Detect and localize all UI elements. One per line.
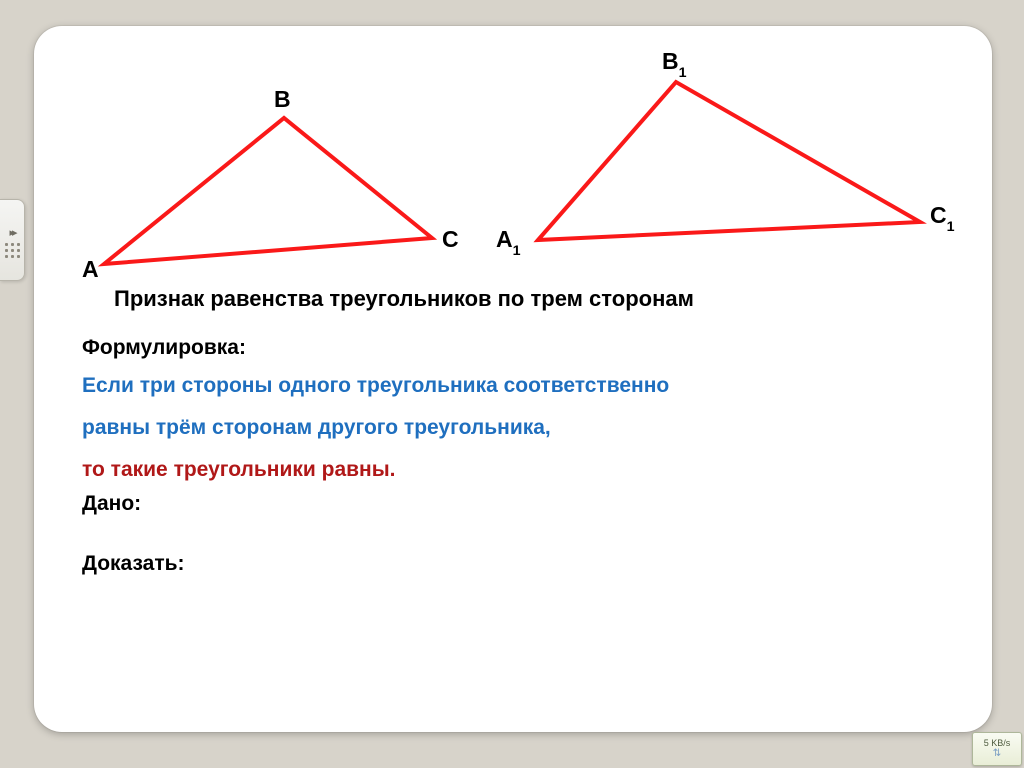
condition-line-2: равны трём сторонам другого треугольника… <box>82 416 551 440</box>
network-rate-widget[interactable]: 5 KB/s ⇅ <box>972 732 1022 766</box>
chevron-right-icon: ▸▸ <box>9 228 14 239</box>
grip-icon <box>5 243 20 258</box>
given-label: Дано: <box>82 492 141 516</box>
prove-label: Доказать: <box>82 552 185 576</box>
theorem-title: Признак равенства треугольников по трем … <box>114 286 934 312</box>
vertex-label-A: A <box>82 256 99 283</box>
conclusion-line: то такие треугольники равны. <box>82 458 396 482</box>
vertex-label-A1: A1 <box>496 226 521 257</box>
vertex-label-B: B <box>274 86 291 113</box>
formulation-label: Формулировка: <box>82 336 246 360</box>
triangles-diagram <box>34 26 992 306</box>
vertex-label-C: C <box>442 226 459 253</box>
desktop: A B C A1 B1 C1 Признак равенства треугольнико… <box>0 0 1024 768</box>
network-rate-value: 5 KB/s <box>984 739 1011 749</box>
expand-panel-tab[interactable]: ▸▸ <box>0 199 25 281</box>
slide-card: A B C A1 B1 C1 Признак равенства треугольнико… <box>34 26 992 732</box>
condition-line-1: Если три стороны одного треугольника соо… <box>82 374 669 398</box>
vertex-label-B1: B1 <box>662 48 687 79</box>
network-icon: ⇅ <box>993 748 1001 759</box>
vertex-label-C1: C1 <box>930 202 955 233</box>
